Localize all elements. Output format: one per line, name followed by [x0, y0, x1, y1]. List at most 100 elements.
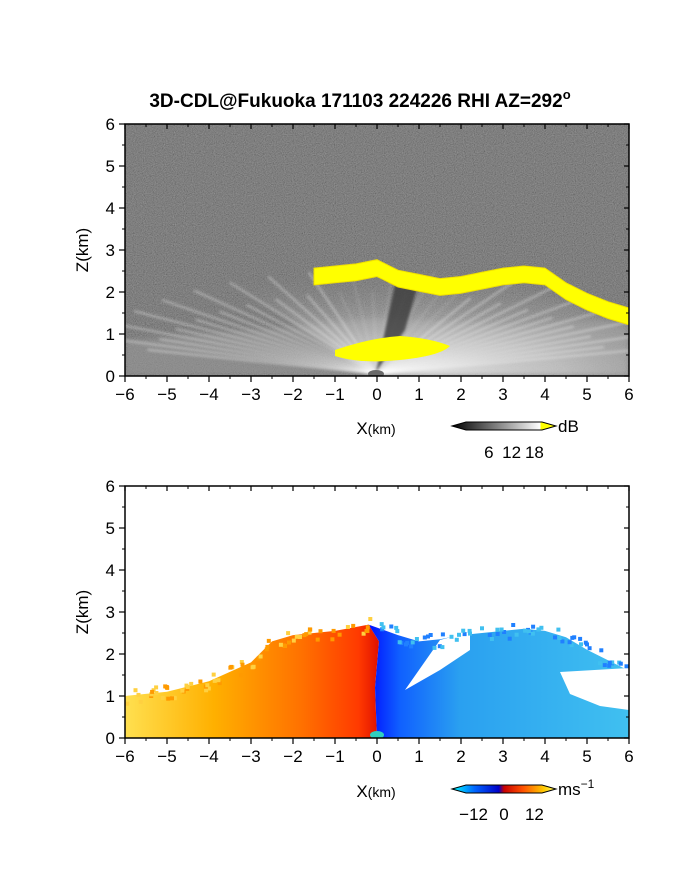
x-tick-label: 2: [456, 747, 465, 766]
y-tick-label: 2: [106, 283, 115, 302]
velocity-ylabel: Z(km): [73, 590, 92, 634]
x-tick-label: 4: [540, 747, 549, 766]
snr-ray: [376, 336, 629, 375]
speckle-pixel: [569, 643, 574, 648]
snr-ray: [245, 303, 378, 375]
speckle-pixel: [163, 684, 168, 689]
speckle-pixel: [454, 637, 459, 642]
speckle-pixel: [229, 664, 234, 669]
speckle-pixel: [567, 640, 572, 645]
speckle-pixel: [467, 628, 472, 633]
speckle-pixel: [495, 632, 500, 636]
speckle-pixel: [404, 642, 408, 647]
speckle-pixel: [331, 628, 336, 633]
speckle-pixel: [553, 635, 557, 640]
x-tick-label: −3: [241, 385, 260, 404]
velocity-origin-mark: [370, 731, 384, 738]
x-tick-label: −3: [241, 747, 260, 766]
speckle-pixel: [364, 629, 369, 633]
x-tick-label: 1: [414, 747, 423, 766]
speckle-pixel: [125, 701, 130, 706]
speckle-pixel: [560, 639, 565, 644]
y-tick-label: 6: [106, 477, 115, 496]
velocity-gap-1: [405, 632, 470, 690]
speckle-pixel: [440, 645, 445, 650]
speckle-pixel: [432, 645, 437, 650]
speckle-pixel: [307, 627, 312, 632]
x-tick-label: 2: [456, 385, 465, 404]
speckle-pixel: [539, 625, 544, 630]
speckle-pixel: [298, 635, 302, 639]
snr-ray: [161, 298, 378, 375]
colorbar-tick-label: −12: [459, 805, 488, 824]
velocity-left-region: [125, 624, 379, 738]
x-tick-label: 3: [498, 385, 507, 404]
speckle-pixel: [291, 638, 296, 643]
speckle-pixel: [189, 681, 194, 686]
speckle-pixel: [587, 646, 592, 651]
speckle-pixel: [607, 660, 612, 665]
snr-colorbar-unit: dB: [558, 417, 579, 436]
snr-colorbar-bar: [450, 421, 558, 431]
speckle-pixel: [287, 640, 291, 645]
velocity-colorbar: −12 0 12 ms−1: [450, 777, 595, 824]
y-tick-label: 5: [106, 519, 115, 538]
x-tick-label: 5: [582, 747, 591, 766]
speckle-pixel: [610, 660, 615, 665]
speckle-pixel: [307, 630, 312, 635]
speckle-pixel: [530, 631, 535, 636]
speckle-pixel: [397, 640, 402, 645]
speckle-pixel: [394, 625, 399, 630]
speckle-pixel: [489, 637, 494, 641]
snr-ray: [193, 289, 378, 375]
snr-ray: [376, 307, 614, 375]
snr-ray: [376, 308, 529, 375]
speckle-pixel: [607, 663, 612, 668]
speckle-pixel: [523, 628, 528, 633]
y-tick-label: 1: [106, 325, 115, 344]
snr-colorbar-ticks: 6 12 18: [484, 443, 544, 462]
speckle-pixel: [381, 625, 386, 630]
snr-image: [125, 124, 629, 376]
x-tick-label: 3: [498, 747, 507, 766]
speckle-pixel: [166, 696, 171, 701]
speckle-pixel: [265, 644, 270, 649]
speckle-pixel: [556, 627, 561, 632]
speckle-pixel: [205, 683, 210, 688]
snr-ray: [195, 318, 378, 375]
speckle-pixel: [198, 679, 203, 684]
x-tick-label: 0: [372, 385, 381, 404]
speckle-pixel: [598, 661, 602, 666]
speckle-pixel: [294, 634, 299, 639]
colorbar-tick-label: 6: [484, 443, 493, 462]
speckle-pixel: [304, 632, 309, 637]
ground-echo: [368, 370, 384, 376]
speckle-pixel: [602, 663, 607, 668]
snr-ray: [376, 302, 502, 375]
x-tick-label: 4: [540, 385, 549, 404]
x-tick-label: 5: [582, 385, 591, 404]
x-tick-label: 1: [414, 385, 423, 404]
speckle-pixel: [428, 633, 433, 637]
x-tick-label: −2: [283, 385, 302, 404]
speckle-pixel: [345, 625, 350, 629]
speckle-pixel: [410, 640, 415, 645]
speckle-pixel: [217, 681, 222, 686]
speckle-pixel: [154, 685, 159, 690]
speckle-pixel: [531, 624, 536, 629]
speckle-pixel: [212, 678, 217, 683]
speckle-pixel: [264, 647, 269, 652]
speckle-pixel: [395, 629, 400, 634]
speckle-pixel: [579, 642, 583, 647]
speckle-pixel: [409, 644, 414, 649]
snr-ray: [274, 298, 378, 375]
snr-ray: [133, 309, 378, 375]
y-tick-label: 0: [106, 729, 115, 748]
speckle-pixel: [578, 636, 583, 641]
speckle-pixel: [618, 661, 623, 666]
speckle-pixel: [330, 637, 335, 642]
speckle-pixel: [511, 623, 516, 627]
x-tick-label: −6: [115, 385, 134, 404]
speckle-pixel: [239, 673, 244, 678]
